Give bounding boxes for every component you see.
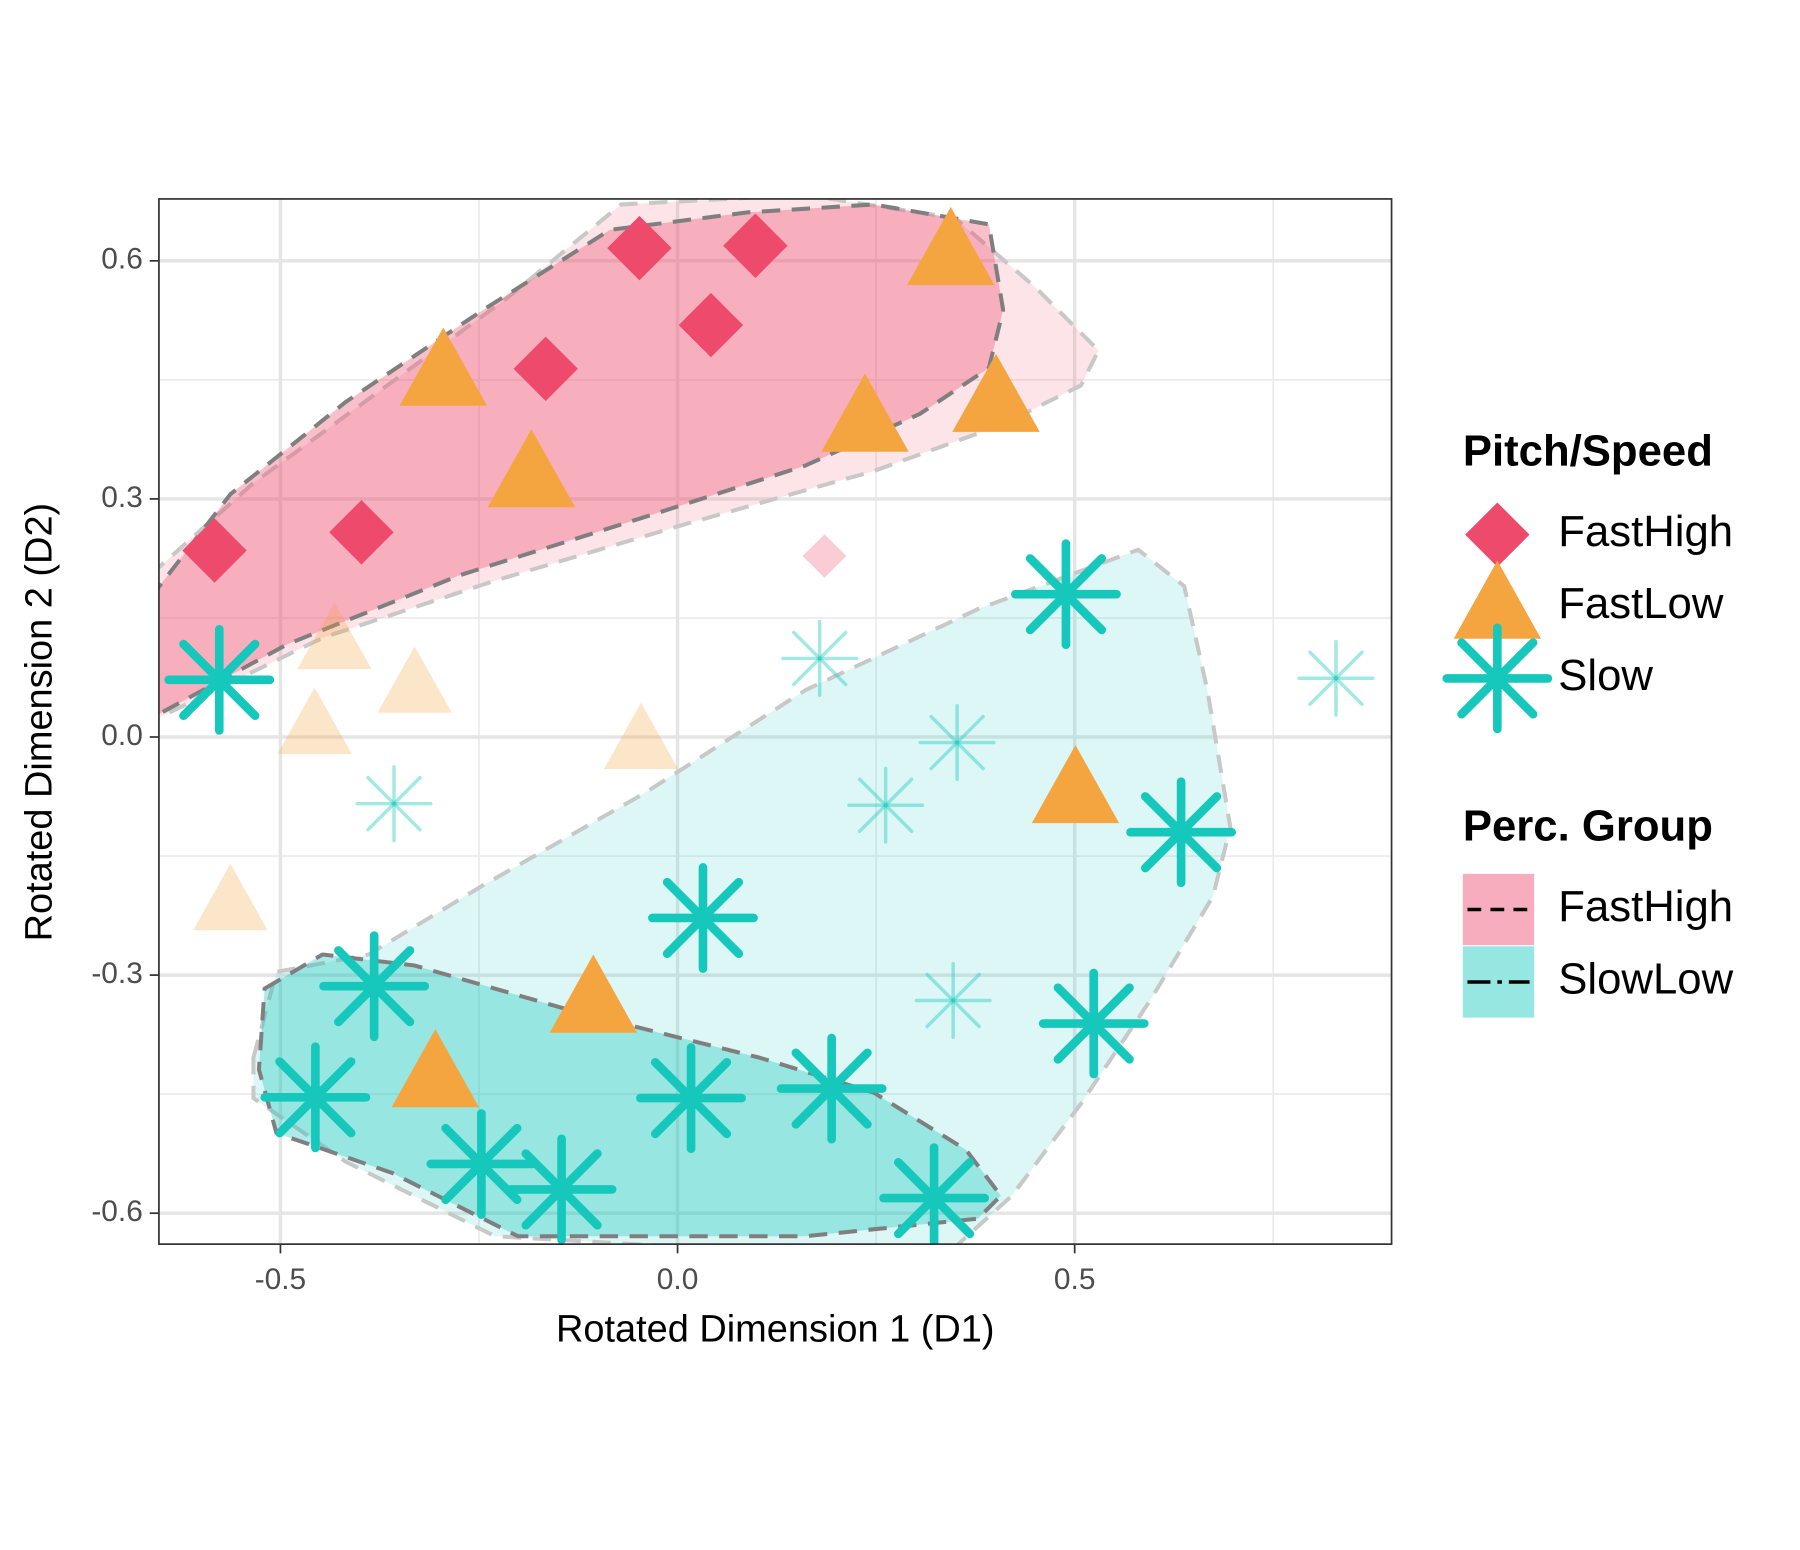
legend-label: FastHigh [1558,507,1733,556]
asterisk-arm [334,946,415,1027]
asterisk-point [636,1043,746,1154]
diamond-point [723,213,788,278]
triangle-point [297,602,372,670]
legend-label: Slow [1558,651,1653,700]
asterisk-arm [275,1057,356,1138]
asterisk-arm [662,877,744,959]
asterisk-point [260,1042,371,1153]
triangle-point [549,954,638,1033]
triangle-point [399,327,487,406]
points [164,206,1375,1245]
plot-border [158,198,1393,1246]
diamond-point [678,292,744,358]
y-tick-label: 0.6 [101,243,143,276]
asterisk-point [781,619,859,697]
hulls [158,198,1233,1245]
asterisk-arm [179,639,260,720]
asterisk-point [319,931,430,1042]
legend-label: FastLow [1558,579,1724,628]
group-legend-title: Perc. Group [1463,802,1713,851]
asterisk-point [426,1109,537,1219]
x-tick-label: 0.5 [1054,1263,1096,1296]
legend-key [1442,623,1553,734]
group-hull [158,198,1101,720]
legend-key [1453,560,1542,639]
x-axis-title: Rotated Dimension 1 (D1) [556,1309,995,1351]
asterisk-arm [1308,650,1364,707]
asterisk-arm [1053,983,1134,1064]
asterisk-arm [925,972,981,1029]
asterisk-arm [893,1158,975,1239]
diamond-point [802,534,847,578]
y-tick-label: -0.6 [91,1195,142,1228]
asterisk-arm [441,1123,522,1205]
asterisk-arm [857,777,914,834]
group-hull [251,547,1233,1245]
triangle-point [907,206,995,286]
asterisk-point [648,863,758,973]
asterisk-arm [1025,554,1107,635]
asterisk-point [1126,777,1236,888]
asterisk-arm [929,714,985,771]
asterisk-arm [1457,638,1538,719]
asterisk-point [879,1143,989,1245]
asterisk-point [1297,639,1375,717]
asterisk-arm [521,1149,602,1230]
asterisk-point [164,624,275,735]
triangle-point [603,702,679,770]
triangle-point [821,373,909,452]
asterisk-point [1011,539,1121,650]
triangle-point [277,687,352,755]
asterisk-arm [366,775,422,832]
x-tick-label: -0.5 [255,1263,306,1296]
legend-label: FastHigh [1558,882,1733,931]
asterisk-arm [791,1048,872,1129]
triangle-point [391,1029,480,1108]
y-axis-title: Rotated Dimension 2 (D2) [19,503,61,942]
y-tick-label: -0.3 [91,957,142,990]
asterisk-arm [857,777,914,834]
asterisk-arm [650,1058,732,1139]
triangle-point [487,429,576,508]
x-tick-label: 0.0 [657,1263,699,1296]
y-tick-label: 0.0 [101,719,143,752]
axes: -0.5 0.0 0.5 -0.6 -0.3 0.0 0.3 0.6 [91,243,1095,1296]
asterisk-point [914,961,992,1040]
asterisk-arm [791,630,848,687]
triangle-point [1031,744,1120,824]
asterisk-arm [791,630,848,687]
triangle-point [193,863,268,931]
triangle-point [952,353,1040,432]
legend: Pitch/Speed Perc. Group FastHigh FastLow S… [1442,427,1734,1018]
asterisk-point [1038,968,1149,1079]
legend-title: Pitch/Speed [1463,427,1713,476]
asterisk-point [776,1033,887,1144]
y-tick-label: 0.3 [101,481,143,514]
asterisk-arm [929,714,985,771]
asterisk-arm [925,972,981,1029]
legend-label: SlowLow [1558,955,1733,1004]
asterisk-point [847,766,925,844]
asterisk-point [918,704,996,782]
diamond-point [607,215,672,281]
triangle-point [377,646,452,713]
asterisk-point [506,1134,617,1245]
asterisk-arm [366,775,422,832]
asterisk-arm [1141,792,1222,873]
asterisk-arm [1308,650,1364,707]
asterisk-point [355,765,433,843]
